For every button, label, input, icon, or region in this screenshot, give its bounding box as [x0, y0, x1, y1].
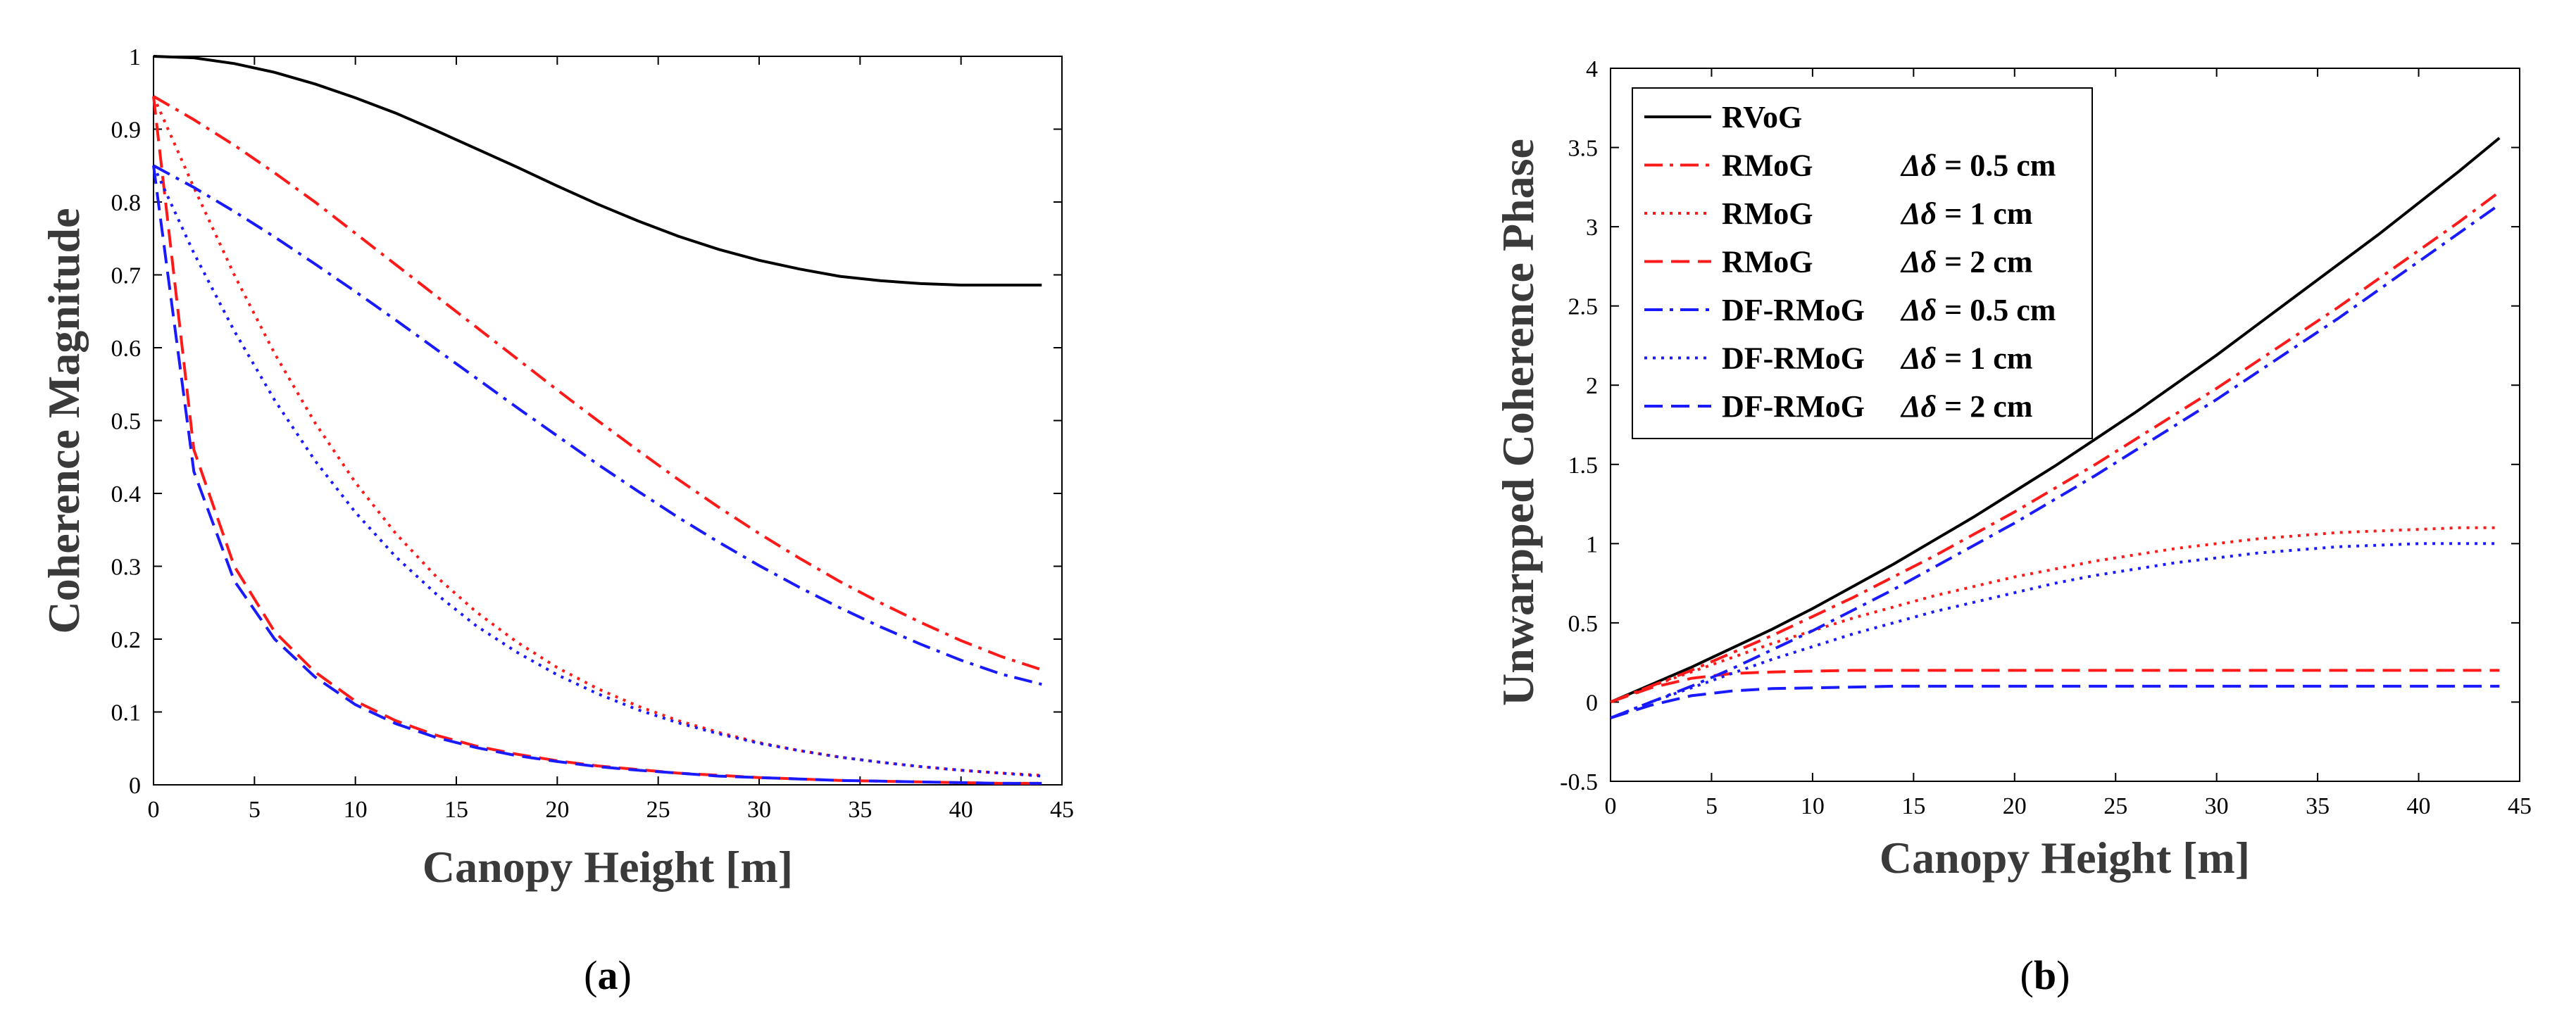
series-line-a-0 — [153, 55, 1042, 286]
caption-close-paren-b: ) — [2056, 952, 2070, 998]
legend-param-6: Δδ = 2 cm — [1900, 389, 2032, 424]
y-tick-label-b-0: -0.5 — [1560, 769, 1598, 795]
legend-param-2: Δδ = 1 cm — [1900, 196, 2032, 231]
legend-param-4: Δδ = 0.5 cm — [1900, 293, 2056, 327]
series-line-b-6 — [1610, 684, 2500, 719]
y-tick-label-a-2: 0.2 — [111, 627, 142, 653]
caption-letter-b: b — [2034, 952, 2056, 998]
legend-label-4: DF-RMoG — [1722, 293, 1865, 327]
series-line-a-3 — [152, 96, 1042, 785]
y-tick-label-b-6: 2.5 — [1568, 294, 1599, 320]
y-axis-title-b: Unwarpped Coherence Phase — [1493, 139, 1543, 706]
x-tick-label-b-4: 20 — [2003, 793, 2027, 819]
series-line-a-2 — [152, 96, 1042, 777]
y-tick-label-a-10: 1 — [129, 44, 141, 70]
caption-open-paren-b: ( — [2020, 952, 2034, 998]
y-tick-label-b-8: 3.5 — [1568, 136, 1599, 162]
x-tick-label-a-4: 20 — [545, 797, 569, 823]
y-tick-label-a-1: 0.1 — [111, 700, 142, 726]
x-tick-label-b-9: 45 — [2508, 793, 2532, 819]
series-line-b-4 — [1610, 203, 2501, 719]
caption-close-paren-a: ) — [618, 952, 632, 998]
series-line-a-4 — [153, 164, 1042, 686]
y-tick-label-b-5: 2 — [1586, 373, 1598, 399]
y-tick-label-b-2: 0.5 — [1568, 611, 1599, 637]
legend-label-5: DF-RMoG — [1722, 341, 1865, 376]
legend-param-5: Δδ = 1 cm — [1900, 341, 2032, 376]
x-tick-label-a-3: 15 — [444, 797, 468, 823]
ticks-b — [1610, 68, 2520, 782]
x-tick-label-b-3: 15 — [1901, 793, 1925, 819]
x-tick-label-b-1: 5 — [1706, 793, 1718, 819]
x-tick-label-a-1: 5 — [249, 797, 261, 823]
caption-letter-a: a — [598, 952, 618, 998]
x-axis-title-b: Canopy Height [m] — [1880, 833, 2250, 883]
y-tick-label-b-1: 0 — [1586, 690, 1598, 716]
panel-caption-b: (b) — [2020, 952, 2070, 998]
x-tick-label-b-5: 25 — [2103, 793, 2127, 819]
chart-panel-b: 0 5 10 15 20 25 30 35 40 45-0.500.511.522.533.54 … — [1493, 56, 2532, 998]
y-tick-label-b-4: 1.5 — [1568, 453, 1599, 479]
y-tick-label-a-9: 0.9 — [111, 118, 142, 144]
series-line-b-1 — [1610, 190, 2501, 704]
x-tick-label-b-0: 0 — [1605, 793, 1617, 819]
x-tick-label-a-7: 35 — [848, 797, 872, 823]
y-tick-label-b-3: 1 — [1586, 531, 1598, 557]
y-tick-label-a-6: 0.6 — [111, 336, 142, 362]
x-tick-label-a-9: 45 — [1050, 797, 1074, 823]
tick-labels-a: 0 5 10 15 20 25 30 35 40 45 0 0.1 0.2 0.3 0.4 0.5 0.6 0.7… — [111, 44, 1075, 823]
legend-b: RVoG RMoG Δδ = 0.5 cm RMoG Δδ = 1 cm RMoG Δδ =… — [1632, 87, 2093, 439]
series-line-a-6 — [152, 165, 1042, 785]
x-tick-label-a-6: 30 — [747, 797, 771, 823]
series-line-b-0 — [1610, 137, 2501, 704]
legend-label-0: RVoG — [1722, 100, 1802, 134]
y-tick-label-a-7: 0.7 — [111, 263, 142, 289]
y-tick-label-a-0: 0 — [129, 773, 141, 799]
x-tick-label-b-7: 35 — [2306, 793, 2330, 819]
y-tick-label-a-5: 0.5 — [111, 409, 142, 435]
x-tick-label-a-5: 25 — [646, 797, 670, 823]
x-tick-label-b-2: 10 — [1801, 793, 1825, 819]
x-tick-label-a-8: 40 — [949, 797, 973, 823]
y-tick-label-b-7: 3 — [1586, 215, 1598, 241]
series-line-b-5 — [1610, 542, 2500, 719]
legend-label-6: DF-RMoG — [1722, 389, 1865, 424]
series-line-b-3 — [1610, 669, 2500, 704]
x-tick-label-a-0: 0 — [148, 797, 160, 823]
legend-param-3: Δδ = 2 cm — [1900, 245, 2032, 279]
series-line-b-2 — [1610, 526, 2500, 704]
panel-caption-a: (a) — [584, 952, 632, 998]
y-tick-label-a-3: 0.3 — [111, 555, 142, 581]
x-tick-label-b-8: 40 — [2407, 793, 2431, 819]
y-tick-label-a-8: 0.8 — [111, 190, 142, 216]
x-tick-label-b-6: 30 — [2205, 793, 2229, 819]
series-line-a-5 — [152, 165, 1042, 778]
series-lines-b — [1610, 137, 2501, 719]
series-lines-a — [152, 55, 1042, 785]
y-axis-title-a: Coherence Magnitude — [39, 208, 89, 634]
plot-area-b — [1610, 68, 2520, 782]
y-tick-label-a-4: 0.4 — [111, 481, 142, 507]
legend-param-1: Δδ = 0.5 cm — [1900, 149, 2056, 183]
legend-box — [1632, 87, 2093, 439]
chart-panel-a: 0 5 10 15 20 25 30 35 40 45 0 0.1 0.2 0.3 0.4 0.5 0.6 0.7… — [39, 44, 1074, 998]
series-line-a-1 — [152, 95, 1042, 672]
x-axis-title-a: Canopy Height [m] — [423, 842, 793, 892]
legend-label-2: RMoG — [1722, 196, 1813, 231]
tick-labels-b: 0 5 10 15 20 25 30 35 40 45 -0.5 0 0.5 1 1.5 2 2.5 3 3.5 4 — [1560, 56, 2532, 819]
caption-open-paren-a: ( — [584, 952, 597, 998]
legend-label-1: RMoG — [1722, 149, 1813, 183]
legend-label-3: RMoG — [1722, 245, 1813, 279]
y-tick-label-b-9: 4 — [1586, 56, 1598, 82]
x-tick-label-a-2: 10 — [344, 797, 368, 823]
